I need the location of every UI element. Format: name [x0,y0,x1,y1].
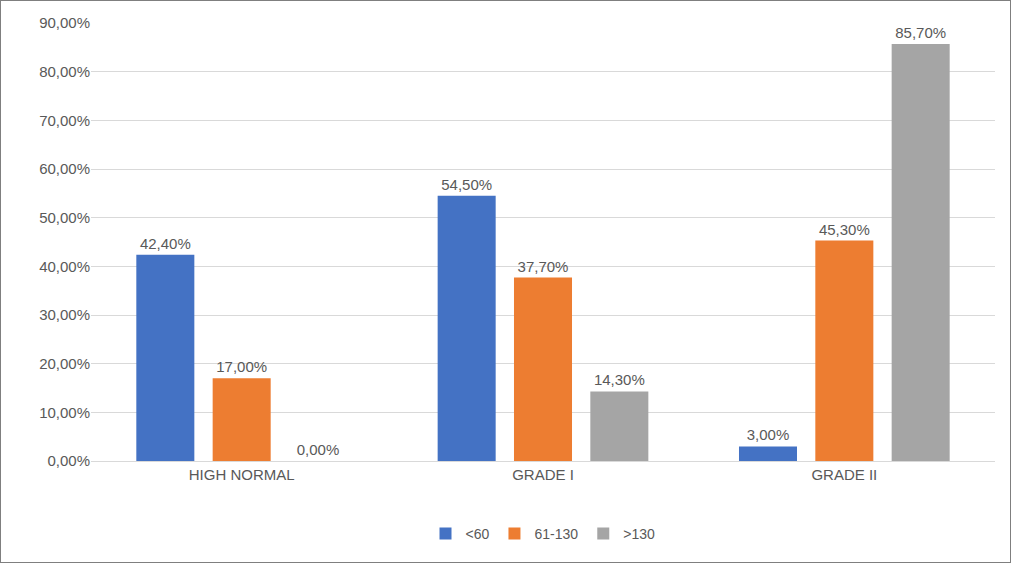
svg-text:3,00%: 3,00% [747,426,790,443]
svg-text:0,00%: 0,00% [47,452,90,469]
svg-text:90,00%: 90,00% [39,14,90,31]
svg-text:>130: >130 [623,526,655,542]
svg-text:20,00%: 20,00% [39,355,90,372]
svg-text:GRADE I: GRADE I [512,466,574,483]
svg-text:61-130: 61-130 [534,526,578,542]
svg-text:42,40%: 42,40% [140,235,191,252]
svg-text:HIGH NORMAL: HIGH NORMAL [189,466,295,483]
svg-text:14,30%: 14,30% [594,371,645,388]
svg-text:50,00%: 50,00% [39,209,90,226]
svg-text:70,00%: 70,00% [39,112,90,129]
svg-text:40,00%: 40,00% [39,258,90,275]
svg-text:45,30%: 45,30% [819,221,870,238]
svg-text:30,00%: 30,00% [39,306,90,323]
svg-text:37,70%: 37,70% [518,258,569,275]
svg-text:<60: <60 [466,526,490,542]
svg-text:0,00%: 0,00% [297,441,340,458]
svg-text:54,50%: 54,50% [441,176,492,193]
svg-text:10,00%: 10,00% [39,404,90,421]
svg-text:GRADE II: GRADE II [811,466,877,483]
svg-text:17,00%: 17,00% [216,358,267,375]
svg-text:80,00%: 80,00% [39,63,90,80]
svg-text:60,00%: 60,00% [39,160,90,177]
svg-text:85,70%: 85,70% [895,24,946,41]
